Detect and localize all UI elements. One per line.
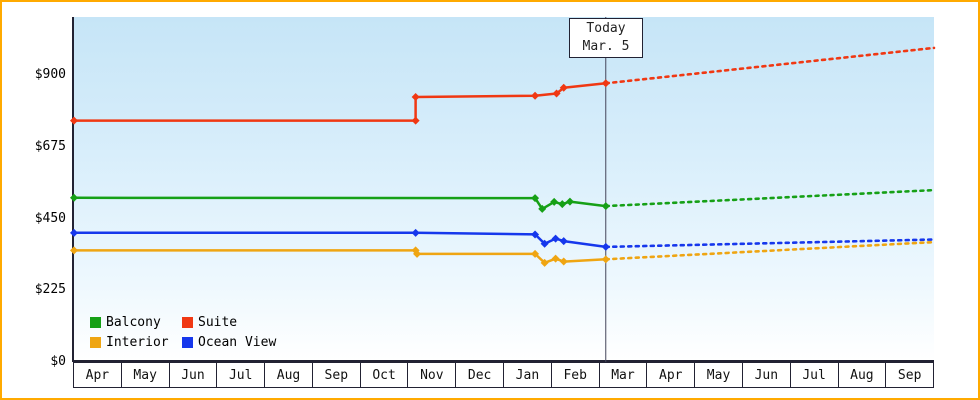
legend-label-interior: Interior: [106, 334, 169, 350]
data-point-marker-ocean-view: [559, 237, 568, 246]
data-point-marker-balcony: [565, 197, 574, 206]
x-tick-17-sep: Sep: [885, 362, 935, 388]
data-point-marker-suite: [559, 83, 568, 92]
price-chart-canvas: [70, 17, 936, 362]
data-point-marker-suite: [531, 91, 540, 100]
data-point-marker-suite: [70, 116, 78, 125]
x-tick-16-aug: Aug: [837, 362, 887, 388]
today-label-box: Today Mar. 5: [569, 18, 643, 58]
legend-swatch-balcony: [90, 316, 101, 328]
data-point-marker-ocean-view: [531, 230, 540, 239]
y-tick-label-900: $900: [34, 67, 66, 82]
history-line-balcony: [73, 196, 606, 211]
legend-swatch-ocean-view: [182, 336, 193, 348]
forecast-line-balcony: [604, 188, 936, 208]
y-tick-label-225: $225: [34, 282, 66, 298]
data-point-marker-suite: [552, 89, 561, 98]
y-tick-label-450: $450: [34, 210, 66, 226]
x-tick-1-may: May: [120, 362, 170, 388]
legend-swatch-interior: [90, 336, 101, 348]
data-point-marker-balcony: [601, 202, 610, 211]
data-point-marker-ocean-view: [601, 242, 610, 251]
legend-item-ocean-view: Ocean View: [182, 332, 276, 352]
x-tick-11-mar: Mar: [598, 362, 648, 388]
data-point-marker-balcony: [70, 193, 78, 202]
data-point-marker-interior: [559, 257, 568, 266]
x-tick-12-apr: Apr: [646, 362, 696, 388]
forecast-line-suite: [604, 46, 936, 85]
legend-item-balcony: Balcony: [90, 312, 182, 332]
x-tick-2-jun: Jun: [168, 362, 218, 388]
today-label-line2: Mar. 5: [582, 39, 630, 54]
history-line-ocean-view: [74, 231, 606, 249]
data-point-marker-balcony: [531, 194, 540, 203]
x-tick-8-dec: Dec: [455, 362, 505, 388]
series-balcony: [70, 188, 936, 213]
data-point-marker-ocean-view: [540, 239, 549, 248]
data-point-marker-interior: [70, 246, 78, 255]
data-point-marker-interior: [531, 249, 540, 258]
legend-item-interior: Interior: [90, 332, 182, 352]
data-point-marker-ocean-view: [551, 234, 560, 243]
data-point-marker-interior: [551, 254, 560, 263]
x-tick-5-sep: Sep: [311, 362, 361, 388]
x-tick-3-jul: Jul: [216, 362, 266, 388]
today-label-line1: Today: [586, 21, 626, 36]
x-tick-13-may: May: [694, 362, 743, 388]
forecast-line-interior: [604, 240, 936, 261]
forecast-line-ocean-view: [604, 238, 936, 249]
y-tick-label-675: $675: [34, 138, 66, 154]
data-point-marker-interior: [540, 258, 549, 267]
legend-label-ocean-view: Ocean View: [198, 334, 277, 350]
data-point-marker-ocean-view: [70, 228, 78, 237]
legend-label-suite: Suite: [198, 314, 238, 330]
y-tick-label-0: $0: [50, 354, 66, 369]
x-tick-4-aug: Aug: [264, 362, 313, 388]
data-point-marker-suite: [411, 93, 420, 102]
series-suite: [70, 46, 936, 125]
series-interior: [70, 240, 936, 267]
history-line-interior: [74, 249, 606, 265]
data-point-marker-balcony: [538, 204, 547, 213]
x-tick-6-oct: Oct: [359, 362, 409, 388]
x-axis: Apr May Jun Jul Aug Sep Oct Nov Dec Jan Feb Mar Apr M…: [73, 362, 935, 388]
history-line-suite: [74, 82, 606, 122]
data-point-marker-balcony: [550, 197, 559, 206]
data-point-marker-suite: [411, 116, 420, 125]
plot-area: [72, 17, 934, 362]
data-point-marker-interior: [601, 255, 610, 264]
series-ocean-view: [70, 228, 936, 251]
data-point-marker-interior: [413, 249, 422, 258]
data-point-marker-suite: [601, 79, 610, 88]
data-point-marker-balcony: [558, 200, 567, 209]
data-point-marker-ocean-view: [411, 228, 420, 237]
legend: Balcony Suite Interior Ocean View: [90, 312, 276, 352]
x-tick-14-jun: Jun: [741, 362, 791, 388]
x-tick-7-nov: Nov: [407, 362, 457, 388]
x-tick-15-jul: Jul: [789, 362, 839, 388]
x-tick-0-apr: Apr: [73, 362, 122, 388]
x-tick-9-jan: Jan: [503, 362, 552, 388]
x-tick-10-feb: Feb: [550, 362, 600, 388]
legend-label-balcony: Balcony: [106, 314, 161, 330]
legend-item-suite: Suite: [182, 312, 276, 332]
legend-swatch-suite: [182, 316, 193, 328]
